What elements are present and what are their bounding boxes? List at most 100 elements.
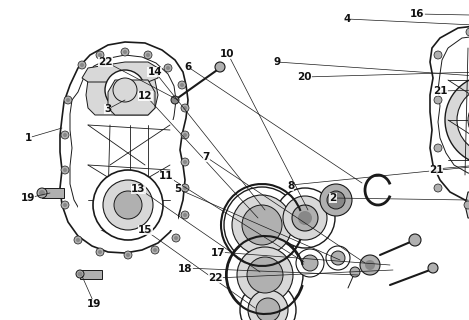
Polygon shape xyxy=(78,120,178,230)
Text: 4: 4 xyxy=(343,14,351,24)
Text: 21: 21 xyxy=(434,86,448,96)
Polygon shape xyxy=(465,192,469,218)
Circle shape xyxy=(248,290,288,320)
Text: 12: 12 xyxy=(138,91,152,101)
Circle shape xyxy=(283,196,327,240)
Circle shape xyxy=(126,253,130,257)
Circle shape xyxy=(360,255,380,275)
Circle shape xyxy=(275,188,335,248)
Circle shape xyxy=(409,234,421,246)
Polygon shape xyxy=(108,80,155,115)
Circle shape xyxy=(256,298,280,320)
Circle shape xyxy=(77,271,83,276)
Text: 14: 14 xyxy=(147,67,162,77)
Circle shape xyxy=(247,257,283,293)
Text: 13: 13 xyxy=(131,184,145,194)
Text: 3: 3 xyxy=(104,104,112,114)
Circle shape xyxy=(98,53,102,57)
Circle shape xyxy=(237,247,293,303)
Circle shape xyxy=(64,96,72,104)
Circle shape xyxy=(457,87,469,153)
Circle shape xyxy=(240,282,296,320)
Circle shape xyxy=(434,184,442,192)
Circle shape xyxy=(37,188,47,198)
Circle shape xyxy=(468,98,469,142)
Circle shape xyxy=(292,205,318,231)
Circle shape xyxy=(151,246,159,254)
Text: 2: 2 xyxy=(329,193,337,204)
Circle shape xyxy=(121,48,129,56)
Circle shape xyxy=(298,211,312,225)
Circle shape xyxy=(171,96,179,104)
Circle shape xyxy=(302,255,318,271)
Circle shape xyxy=(434,51,442,59)
Circle shape xyxy=(96,51,104,59)
Text: 22: 22 xyxy=(98,57,113,68)
Circle shape xyxy=(124,251,132,259)
Circle shape xyxy=(232,195,292,255)
Circle shape xyxy=(183,213,187,217)
Circle shape xyxy=(63,168,67,172)
Circle shape xyxy=(464,201,469,209)
Circle shape xyxy=(181,211,189,219)
Circle shape xyxy=(181,184,189,192)
Text: 16: 16 xyxy=(410,9,424,20)
Circle shape xyxy=(174,236,178,240)
Circle shape xyxy=(172,234,180,242)
Circle shape xyxy=(327,191,345,209)
Polygon shape xyxy=(82,62,158,82)
Circle shape xyxy=(181,131,189,139)
Text: 17: 17 xyxy=(211,248,226,258)
Circle shape xyxy=(39,190,45,196)
Circle shape xyxy=(105,70,145,110)
Circle shape xyxy=(296,249,324,277)
Text: 11: 11 xyxy=(159,171,174,181)
Text: 5: 5 xyxy=(174,184,182,194)
Text: 6: 6 xyxy=(184,62,191,72)
Circle shape xyxy=(96,248,104,256)
Circle shape xyxy=(114,191,142,219)
Circle shape xyxy=(164,64,172,72)
Circle shape xyxy=(445,75,469,165)
Circle shape xyxy=(74,236,82,244)
Text: 1: 1 xyxy=(24,132,32,143)
Circle shape xyxy=(61,131,69,139)
Circle shape xyxy=(66,98,70,102)
Circle shape xyxy=(180,83,184,87)
Polygon shape xyxy=(430,26,469,203)
Circle shape xyxy=(78,61,86,69)
Circle shape xyxy=(224,187,300,263)
Text: 21: 21 xyxy=(429,164,443,175)
Circle shape xyxy=(183,186,187,190)
Circle shape xyxy=(93,170,163,240)
Circle shape xyxy=(113,78,137,102)
Circle shape xyxy=(227,237,303,313)
Circle shape xyxy=(146,53,150,57)
Circle shape xyxy=(61,201,69,209)
Bar xyxy=(80,270,102,279)
Circle shape xyxy=(98,250,102,254)
Text: 10: 10 xyxy=(220,49,234,60)
Text: 15: 15 xyxy=(138,225,152,236)
Circle shape xyxy=(181,158,189,166)
Circle shape xyxy=(123,50,127,54)
Circle shape xyxy=(178,81,186,89)
Circle shape xyxy=(350,267,360,277)
Bar xyxy=(42,188,64,198)
Polygon shape xyxy=(86,70,158,115)
Text: 9: 9 xyxy=(273,57,280,68)
Circle shape xyxy=(153,248,157,252)
Circle shape xyxy=(80,63,84,67)
Circle shape xyxy=(166,66,170,70)
Text: 19: 19 xyxy=(87,299,101,309)
Text: 22: 22 xyxy=(209,273,223,284)
Text: 7: 7 xyxy=(203,152,210,162)
Circle shape xyxy=(215,62,225,72)
Circle shape xyxy=(428,263,438,273)
Circle shape xyxy=(76,270,84,278)
Text: 19: 19 xyxy=(21,193,35,204)
Circle shape xyxy=(183,160,187,164)
Circle shape xyxy=(103,180,153,230)
Text: 18: 18 xyxy=(178,264,192,274)
Circle shape xyxy=(365,260,375,270)
